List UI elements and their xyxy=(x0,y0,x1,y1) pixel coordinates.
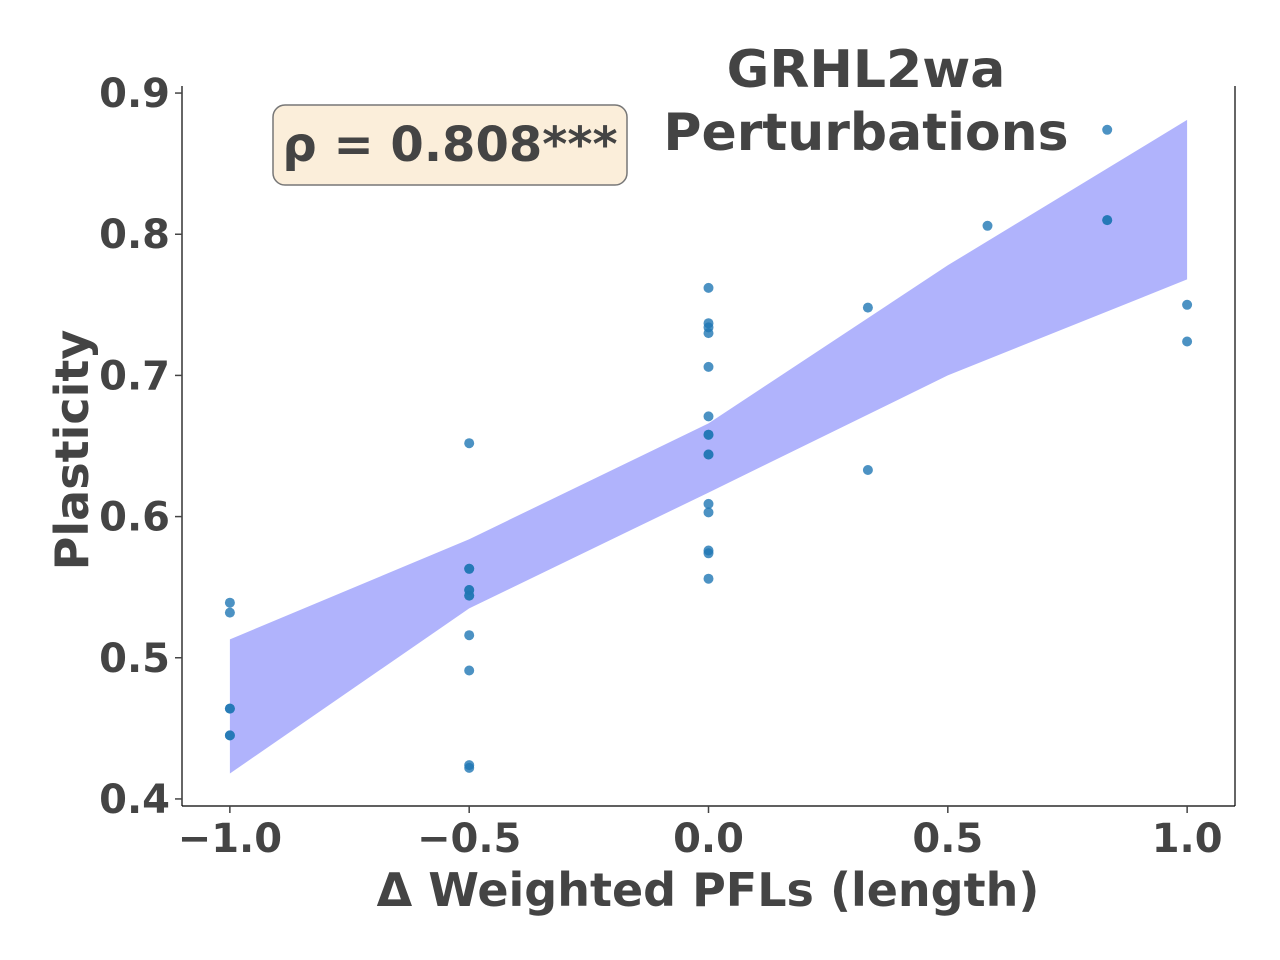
correlation-annotation: ρ = 0.808*** xyxy=(282,117,617,173)
scatter-point-28 xyxy=(703,507,714,518)
x-tick-label-3: 0.5 xyxy=(912,816,983,862)
scatter-point-24 xyxy=(703,429,714,440)
scatter-point-34 xyxy=(982,220,993,231)
scatter-point-17 xyxy=(703,282,714,293)
y-tick-label-2: 0.6 xyxy=(99,495,170,541)
y-tick-label-5: 0.9 xyxy=(99,71,170,117)
scatter-point-6 xyxy=(464,438,475,449)
scatter-point-26 xyxy=(703,449,714,460)
y-axis-label: Plasticity xyxy=(45,330,99,571)
confidence-band-layer xyxy=(229,119,1188,774)
scatter-point-39 xyxy=(1182,336,1193,347)
scatter-point-16 xyxy=(464,762,475,773)
x-tick-label-2: 0.0 xyxy=(673,816,744,862)
confidence-band xyxy=(229,119,1188,774)
scatter-point-27 xyxy=(703,498,714,509)
x-tick-label-4: 1.0 xyxy=(1152,816,1223,862)
scatter-point-33 xyxy=(862,465,873,475)
correlation-annotation-box xyxy=(272,104,628,186)
scatter-point-38 xyxy=(1182,299,1193,310)
chart-title-line-1: GRHL2wa xyxy=(727,40,1006,100)
y-tick-label-0: 0.4 xyxy=(99,777,170,823)
x-tick-label-1: −0.5 xyxy=(417,816,521,862)
scatter-point-1 xyxy=(224,607,235,618)
scatter-point-31 xyxy=(703,573,714,584)
y-tick-label-1: 0.5 xyxy=(99,636,170,682)
points-layer xyxy=(224,124,1193,773)
y-tick-label-4: 0.8 xyxy=(99,212,170,258)
scatter-point-20 xyxy=(703,328,714,339)
scatter-point-35 xyxy=(1102,124,1113,135)
chart-title-line-2: Perturbations xyxy=(663,103,1068,163)
scatter-point-0 xyxy=(224,597,235,608)
y-tick-label-3: 0.7 xyxy=(99,353,170,399)
x-tick-label-0: −1.0 xyxy=(178,816,282,862)
scatter-point-3 xyxy=(224,703,235,714)
scatter-point-13 xyxy=(464,630,475,641)
scatter-point-37 xyxy=(1102,215,1113,226)
scatter-point-30 xyxy=(703,548,714,559)
scatter-point-32 xyxy=(862,302,873,313)
x-axis-label: Δ Weighted PFLs (length) xyxy=(377,863,1040,917)
scatter-point-14 xyxy=(464,665,475,676)
scatter-point-8 xyxy=(464,563,475,574)
scatter-point-12 xyxy=(464,590,475,601)
y-ticks: 0.4 0.5 0.6 0.7 0.8 0.9 xyxy=(99,71,182,823)
x-ticks: −1.0 −0.5 0.0 0.5 1.0 xyxy=(178,806,1223,862)
scatter-point-21 xyxy=(703,361,714,372)
scatter-point-5 xyxy=(224,730,235,741)
scatter-point-22 xyxy=(703,411,714,422)
